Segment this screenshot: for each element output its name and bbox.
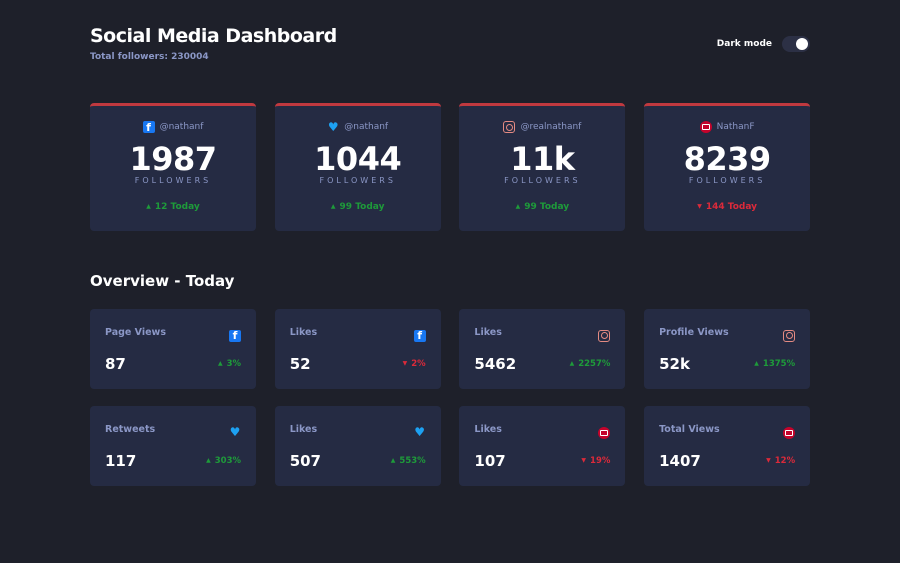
change-value: 144 Today bbox=[705, 202, 757, 212]
follower-card[interactable]: NathanF 8239 FOLLOWERS ▼ 144 Today bbox=[644, 103, 811, 231]
followers-label: FOLLOWERS bbox=[134, 176, 212, 185]
change-value: 2% bbox=[411, 359, 426, 369]
follower-count: 1044 bbox=[314, 140, 402, 178]
arrow-down-icon: ▼ bbox=[402, 360, 408, 367]
facebook-icon: f bbox=[229, 329, 241, 342]
account: NathanF bbox=[644, 121, 810, 133]
followers-label: FOLLOWERS bbox=[319, 176, 396, 185]
metric-change: ▲ 303% bbox=[206, 456, 241, 466]
metric-value: 5462 bbox=[474, 355, 517, 373]
metric-label: Retweets bbox=[105, 424, 156, 435]
arrow-down-icon: ▼ bbox=[581, 457, 587, 464]
change-value: 19% bbox=[590, 456, 611, 466]
facebook-icon: f bbox=[142, 121, 155, 133]
overview-title: Overview - Today bbox=[90, 272, 235, 290]
metric-change: ▲ 3% bbox=[218, 359, 241, 369]
metric-value: 117 bbox=[105, 452, 137, 470]
metric-value: 1407 bbox=[659, 452, 701, 470]
instagram-icon bbox=[783, 329, 796, 342]
twitter-icon: ♥ bbox=[414, 425, 426, 439]
follower-card[interactable]: @realnathanf 11k FOLLOWERS ▲ 99 Today bbox=[459, 103, 626, 231]
metric-change: ▼ 12% bbox=[766, 456, 795, 466]
arrow-up-icon: ▲ bbox=[146, 203, 151, 210]
change-value: 99 Today bbox=[339, 202, 385, 212]
change-value: 553% bbox=[399, 456, 426, 466]
metric-value: 52 bbox=[289, 355, 311, 373]
youtube-icon bbox=[699, 121, 712, 133]
overview-card[interactable]: Likes f 52 ▼ 2% bbox=[274, 309, 441, 389]
change-value: 2257% bbox=[578, 359, 611, 369]
metric-label: Likes bbox=[289, 327, 318, 338]
page-title: Social Media Dashboard bbox=[90, 25, 337, 47]
twitter-icon: ♥ bbox=[327, 120, 339, 134]
account: f @nathanf bbox=[90, 121, 256, 133]
handle: @realnathanf bbox=[520, 122, 582, 132]
change-value: 1375% bbox=[762, 359, 796, 369]
followers-label: FOLLOWERS bbox=[504, 176, 581, 185]
arrow-up-icon: ▲ bbox=[206, 457, 211, 464]
overview-card[interactable]: Likes ♥ 507 ▲ 553% bbox=[274, 406, 441, 486]
follower-count: 11k bbox=[510, 140, 575, 178]
follower-card[interactable]: ♥ @nathanf 1044 FOLLOWERS ▲ 99 Today bbox=[274, 103, 441, 231]
change-value: 12 Today bbox=[154, 202, 200, 212]
today-change: ▲ 99 Today bbox=[275, 202, 441, 212]
youtube-icon bbox=[598, 427, 611, 439]
account: ♥ @nathanf bbox=[275, 121, 441, 133]
arrow-down-icon: ▼ bbox=[697, 203, 702, 210]
overview-card[interactable]: Page Views f 87 ▲ 3% bbox=[90, 309, 256, 389]
today-change: ▲ 12 Today bbox=[90, 202, 256, 212]
metric-label: Page Views bbox=[105, 327, 166, 338]
follower-card[interactable]: f @nathanf 1987 FOLLOWERS ▲ 12 Today bbox=[90, 103, 256, 231]
arrow-up-icon: ▲ bbox=[569, 360, 575, 367]
facebook-icon: f bbox=[413, 329, 426, 342]
dark-mode-label: Dark mode bbox=[716, 39, 772, 49]
arrow-up-icon: ▲ bbox=[754, 360, 759, 367]
instagram-icon bbox=[503, 121, 516, 133]
metric-change: ▲ 553% bbox=[391, 456, 426, 466]
handle: @nathanf bbox=[344, 122, 389, 132]
today-change: ▲ 99 Today bbox=[459, 202, 625, 212]
metric-label: Likes bbox=[474, 424, 502, 435]
account: @realnathanf bbox=[459, 121, 625, 133]
youtube-icon bbox=[783, 427, 796, 439]
metric-label: Likes bbox=[474, 327, 502, 338]
overview-card[interactable]: Total Views 1407 ▼ 12% bbox=[644, 406, 811, 486]
overview-card[interactable]: Likes 107 ▼ 19% bbox=[459, 406, 626, 486]
metric-value: 52k bbox=[659, 355, 690, 373]
metric-value: 87 bbox=[105, 355, 126, 373]
arrow-up-icon: ▲ bbox=[390, 457, 396, 464]
metric-change: ▲ 2257% bbox=[570, 359, 611, 369]
metric-change: ▼ 19% bbox=[581, 456, 610, 466]
dark-mode-toggle[interactable] bbox=[782, 36, 810, 52]
metric-change: ▼ 2% bbox=[403, 359, 426, 369]
dark-mode-control: Dark mode bbox=[717, 36, 810, 52]
arrow-up-icon: ▲ bbox=[515, 203, 521, 210]
total-followers: Total followers: 230004 bbox=[90, 52, 209, 62]
handle: NathanF bbox=[716, 122, 755, 132]
metric-label: Total Views bbox=[659, 424, 720, 435]
metric-label: Profile Views bbox=[659, 327, 729, 338]
change-value: 99 Today bbox=[524, 202, 570, 212]
twitter-icon: ♥ bbox=[229, 425, 241, 439]
change-value: 303% bbox=[214, 456, 241, 466]
follower-count: 8239 bbox=[683, 140, 772, 178]
toggle-knob bbox=[796, 38, 808, 50]
arrow-up-icon: ▲ bbox=[330, 203, 336, 210]
instagram-icon bbox=[598, 329, 611, 342]
handle: @nathanf bbox=[159, 122, 204, 132]
overview-card[interactable]: Likes 5462 ▲ 2257% bbox=[459, 309, 626, 389]
arrow-up-icon: ▲ bbox=[217, 360, 223, 367]
change-value: 3% bbox=[226, 359, 241, 369]
arrow-down-icon: ▼ bbox=[766, 457, 771, 464]
metric-value: 107 bbox=[474, 452, 506, 470]
metric-value: 507 bbox=[289, 452, 321, 470]
change-value: 12% bbox=[774, 456, 796, 466]
today-change: ▼ 144 Today bbox=[644, 202, 810, 212]
follower-count: 1987 bbox=[129, 140, 217, 178]
overview-card[interactable]: Profile Views 52k ▲ 1375% bbox=[644, 309, 811, 389]
metric-change: ▲ 1375% bbox=[754, 359, 795, 369]
metric-label: Likes bbox=[289, 424, 318, 435]
overview-card[interactable]: Retweets ♥ 117 ▲ 303% bbox=[90, 406, 256, 486]
followers-label: FOLLOWERS bbox=[688, 176, 766, 185]
